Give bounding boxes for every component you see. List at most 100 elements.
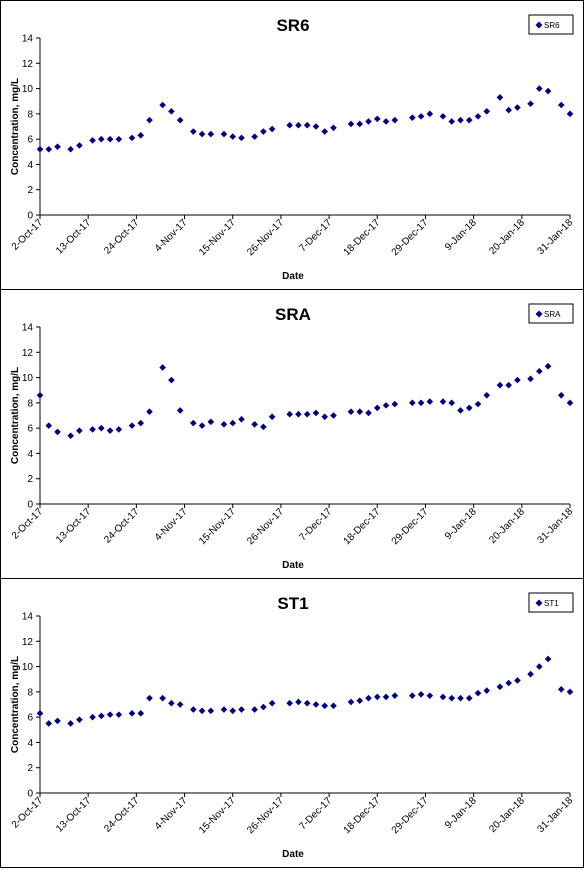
x-tick-label: 29-Dec-17 [390,506,431,547]
x-axis-title: Date [282,560,304,571]
data-point [36,145,44,153]
chart-panel-sr6: SR6 SR6 0 2 4 6 8 10 12 14 2-Oct-17 13-Oct-17 24-Oct… [0,0,584,290]
data-point [544,655,552,663]
data-point [36,391,44,399]
data-point [220,706,228,713]
data-point [176,407,184,414]
x-tick-label: 9-Jan-18 [443,795,479,831]
x-tick-label: 20-Jan-18 [487,506,527,546]
x-tick-label: 7-Dec-17 [297,506,334,543]
data-point [115,135,123,143]
data-point [321,413,329,421]
data-point [566,688,574,696]
data-point [295,410,302,418]
data-point [98,135,105,143]
data-point [89,713,96,721]
data-point [536,663,543,670]
data-point [474,400,482,408]
data-point [128,710,136,717]
legend-marker [535,599,543,607]
data-point [527,375,534,383]
legend-marker [535,310,543,318]
data-point [295,698,302,706]
data-point [198,707,206,715]
data-point [474,689,482,697]
data-point [238,134,245,142]
x-tick-label: 18-Dec-17 [342,506,383,547]
data-point [465,694,473,702]
data-point [251,133,258,140]
y-tick-label: 10 [22,373,34,384]
data-point [198,422,206,429]
x-tick-label: 29-Dec-17 [390,795,431,836]
data-point [159,694,166,702]
data-point [303,699,311,707]
data-point [128,134,136,142]
data-point [409,692,416,699]
x-tick-label: 7-Dec-17 [297,795,334,832]
data-point [566,399,574,407]
data-point [220,130,228,138]
data-point [527,670,534,678]
x-tick-label: 24-Oct-17 [102,795,142,835]
x-tick-label: 18-Dec-17 [342,217,383,258]
data-point [137,710,145,717]
data-point [238,706,245,713]
data-point [146,116,153,124]
data-point [176,116,184,124]
data-point [146,408,153,416]
x-tick-label: 13-Oct-17 [54,795,94,835]
x-tick-label: 4-Nov-17 [153,795,190,832]
data-point [536,367,543,375]
chart-legend: ST1 [528,592,574,613]
x-tick-label: 24-Oct-17 [102,217,142,257]
data-point [76,427,83,434]
data-point [115,426,123,433]
y-tick-label: 0 [27,211,33,222]
data-point [373,115,381,123]
data-point [330,412,337,419]
data-point [514,376,521,384]
y-tick-label: 0 [27,500,33,511]
data-point [365,118,372,125]
series-sr6 [36,85,574,153]
data-point [286,121,293,129]
x-tick-label: 29-Dec-17 [390,217,431,258]
data-point [251,706,258,713]
data-point [448,694,456,702]
data-point [207,707,215,715]
data-point [303,410,311,418]
data-point [448,399,456,407]
data-point [260,703,267,711]
data-point [137,419,145,427]
x-tick-label: 24-Oct-17 [102,506,142,546]
y-tick-label: 6 [27,135,33,146]
y-tick-label: 10 [22,84,34,95]
data-point [168,699,175,707]
x-tick-label: 9-Jan-18 [443,506,479,542]
data-point [417,113,425,120]
data-point [544,362,552,370]
data-point [527,100,534,108]
data-point [566,110,574,118]
y-tick-label: 2 [27,474,33,485]
data-point [45,145,53,153]
chart-svg-sra: SRA SRA 0 2 4 6 8 10 12 14 2-Oct-17 13-Oct-17 24-Oct… [10,303,576,571]
data-point [426,110,434,118]
data-point [286,699,293,707]
x-tick-label: 15-Nov-17 [197,217,238,258]
data-point [557,391,565,399]
data-point [391,116,399,124]
data-point [168,376,175,384]
data-point [496,94,504,101]
data-point [496,683,504,691]
y-tick-label: 2 [27,185,33,196]
data-point [54,717,61,725]
x-tick-label: 31-Jan-18 [536,506,576,546]
data-point [356,120,364,128]
y-tick-label: 12 [22,59,34,70]
x-tick-label: 26-Nov-17 [245,217,286,258]
y-tick-label: 4 [27,160,33,171]
data-point [514,677,521,684]
x-tick-label: 26-Nov-17 [245,506,286,547]
